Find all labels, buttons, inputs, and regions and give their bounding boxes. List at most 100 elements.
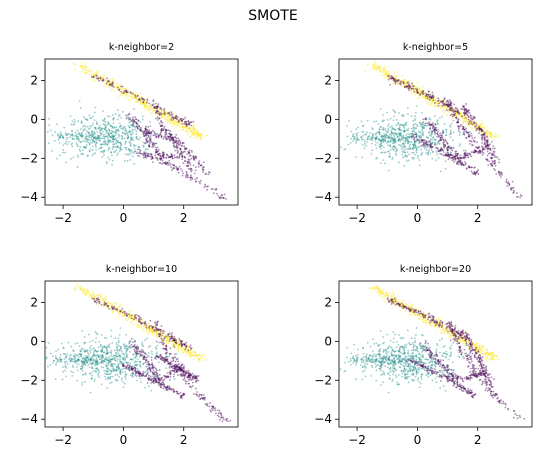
yellow-point — [403, 81, 406, 83]
yellow-point — [476, 123, 479, 126]
yellow-point — [102, 298, 105, 301]
yellow-point — [444, 103, 447, 106]
teal-point — [413, 141, 416, 144]
purple-point — [480, 150, 483, 153]
yellow-point — [373, 67, 375, 70]
teal-point — [120, 124, 123, 127]
teal-point — [378, 138, 381, 141]
teal-point — [357, 138, 360, 141]
yellow-point — [149, 106, 152, 109]
yellow-point — [186, 353, 189, 356]
teal-point — [155, 142, 158, 145]
teal-point — [418, 136, 421, 139]
yellow-point — [158, 111, 161, 114]
yellow-point — [104, 80, 107, 83]
yellow-point — [189, 348, 192, 351]
yellow-point — [127, 91, 129, 94]
yellow-point — [126, 89, 128, 92]
yellow-point — [73, 69, 76, 71]
teal-point — [45, 356, 48, 359]
teal-point — [437, 141, 440, 144]
yellow-point — [128, 313, 131, 315]
teal-point — [110, 335, 112, 338]
purple-point — [462, 164, 465, 166]
yellow-point — [118, 88, 121, 91]
teal-point — [414, 115, 416, 118]
yellow-point — [99, 78, 102, 81]
purple-point — [486, 144, 489, 147]
teal-point — [82, 129, 85, 132]
teal-point — [383, 135, 386, 137]
yellow-point — [133, 97, 135, 100]
yellow-point — [444, 107, 447, 109]
teal-point — [151, 353, 153, 355]
purple-point — [175, 133, 178, 136]
purple-point — [426, 141, 428, 144]
purple-point — [486, 140, 489, 143]
teal-point — [73, 121, 76, 124]
teal-point — [57, 360, 59, 362]
purple-point — [155, 151, 158, 154]
purple-point — [175, 115, 178, 118]
teal-point — [421, 139, 424, 142]
yellow-point — [198, 354, 201, 357]
yellow-point — [435, 101, 438, 104]
yellow-point — [164, 118, 167, 121]
purple-point — [460, 124, 462, 126]
purple-point — [181, 120, 183, 123]
purple-point — [190, 121, 193, 123]
yellow-point — [480, 128, 483, 131]
yellow-point — [195, 131, 198, 133]
yellow-point — [168, 119, 170, 122]
yellow-point — [96, 80, 99, 83]
teal-point — [386, 144, 389, 147]
purple-point — [145, 140, 148, 143]
purple-point — [184, 174, 187, 177]
yellow-point — [410, 87, 413, 90]
yellow-point — [112, 82, 115, 85]
teal-point — [60, 134, 63, 137]
yellow-point — [150, 108, 153, 110]
teal-point — [150, 350, 153, 353]
teal-point — [356, 138, 359, 141]
teal-point — [99, 354, 102, 357]
teal-point — [124, 153, 127, 156]
teal-point — [427, 143, 429, 146]
yellow-point — [378, 66, 381, 68]
purple-point — [129, 91, 132, 94]
x-tick-label: 2 — [180, 211, 188, 225]
purple-point — [460, 163, 463, 166]
yellow-point — [177, 118, 180, 121]
yellow-point — [167, 115, 170, 118]
purple-point — [398, 79, 400, 82]
purple-point — [159, 157, 161, 160]
yellow-point — [145, 330, 148, 333]
purple-point — [101, 79, 104, 82]
yellow-point — [404, 84, 407, 86]
yellow-point — [382, 67, 385, 70]
purple-point — [168, 132, 171, 135]
teal-point — [139, 136, 142, 139]
purple-point — [137, 154, 140, 157]
purple-point — [392, 77, 395, 80]
purple-point — [512, 191, 515, 194]
teal-point — [126, 160, 129, 162]
purple-point — [126, 91, 129, 94]
yellow-point — [497, 134, 500, 136]
purple-point — [443, 97, 446, 99]
yellow-point — [177, 121, 179, 124]
purple-point — [172, 145, 175, 148]
yellow-point — [171, 120, 174, 122]
teal-point — [95, 146, 97, 148]
purple-point — [95, 75, 98, 78]
purple-point — [479, 128, 482, 131]
teal-point — [419, 132, 422, 134]
purple-point — [143, 99, 146, 101]
purple-point — [446, 149, 449, 151]
teal-point — [144, 339, 146, 342]
yellow-point — [191, 134, 193, 137]
purple-point — [402, 80, 405, 83]
yellow-point — [164, 110, 167, 113]
yellow-point — [379, 65, 382, 68]
teal-point — [422, 144, 425, 147]
